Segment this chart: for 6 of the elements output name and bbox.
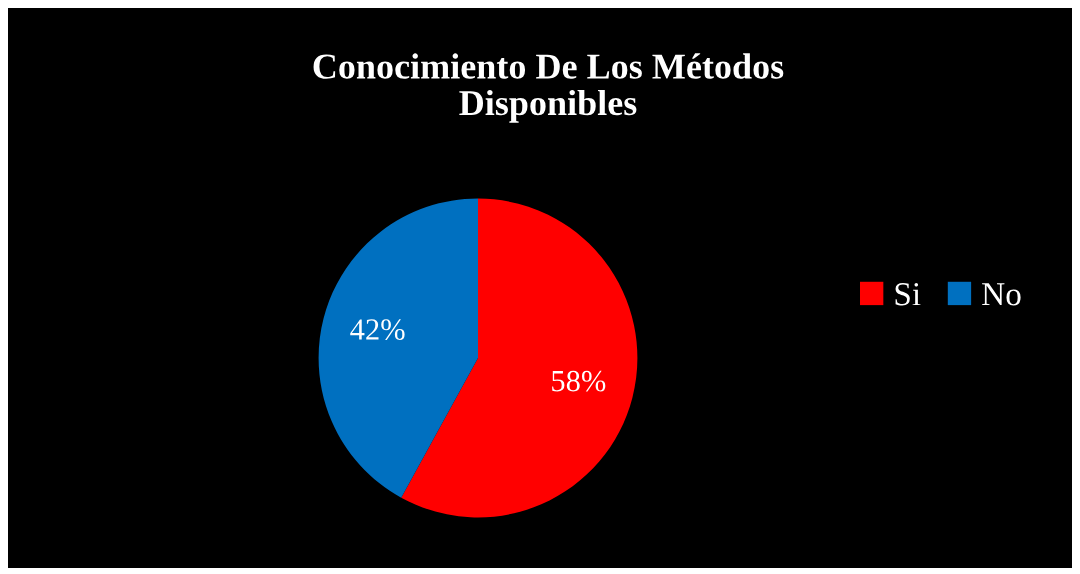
data-label: 58% bbox=[552, 370, 606, 392]
data-label: 42% bbox=[350, 319, 405, 340]
legend-label: Si bbox=[895, 283, 921, 306]
legend-label: No bbox=[982, 283, 1021, 306]
pie-slice bbox=[318, 198, 478, 498]
chart-title: Conocimiento De Los Métodos Disponibles bbox=[313, 53, 784, 123]
